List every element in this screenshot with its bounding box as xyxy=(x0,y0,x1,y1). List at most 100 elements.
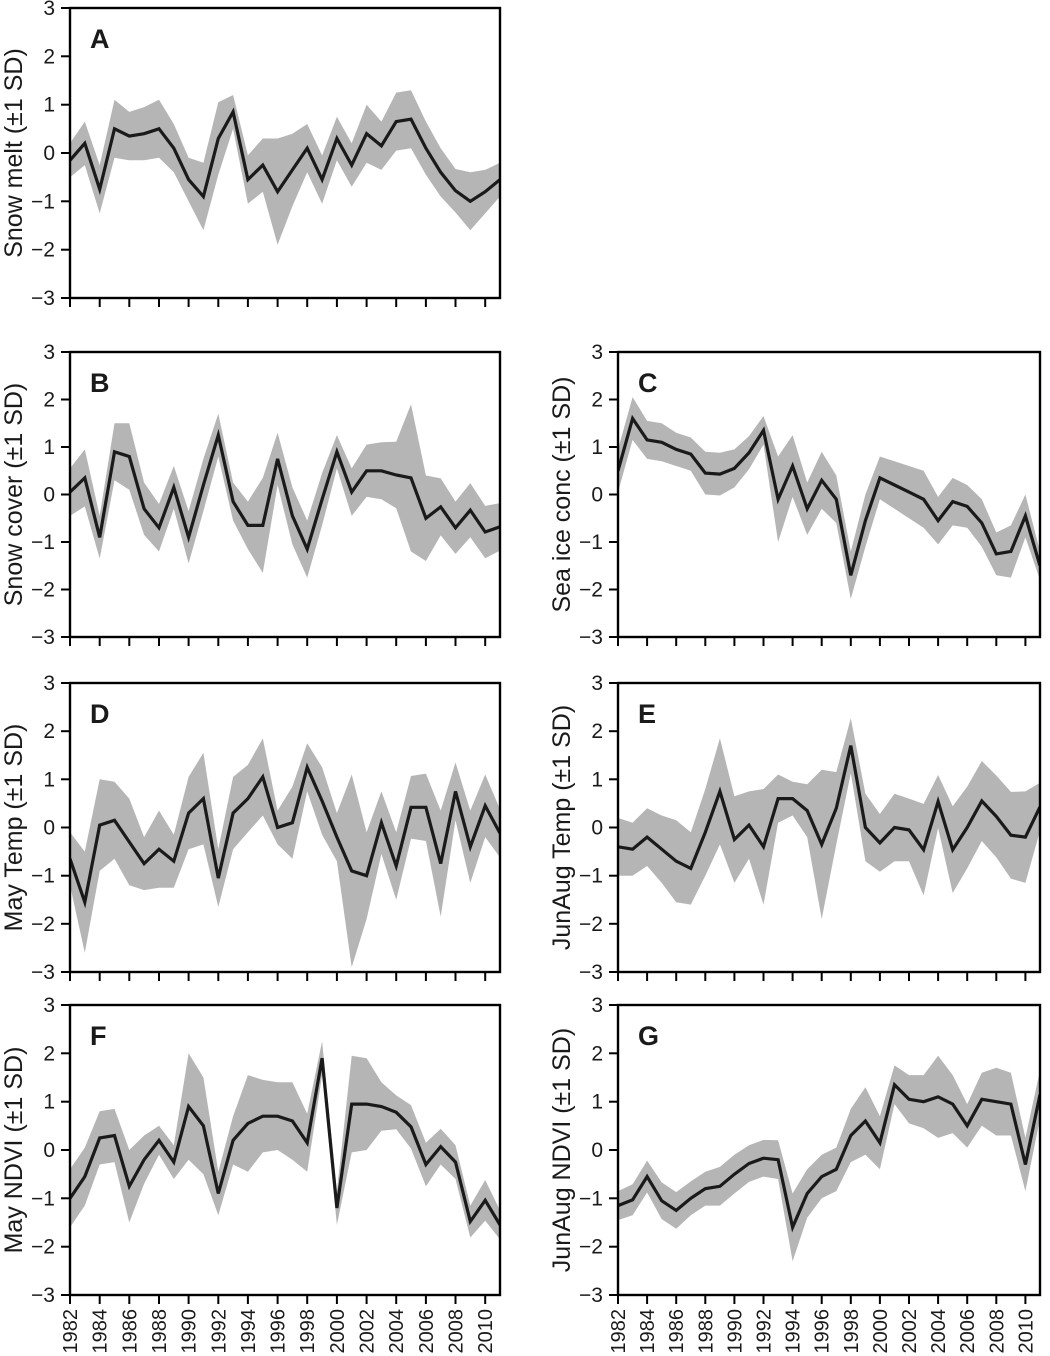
y-tick-label-G: 1 xyxy=(591,1091,603,1114)
panel-E: 3 2 1 0 −1 −2 −3 E JunAug Temp (±1 SD) xyxy=(548,672,1042,984)
y-tick-label-A: 1 xyxy=(43,94,55,117)
y-tick-label-E: −1 xyxy=(579,865,603,888)
y-tick-label-D: 1 xyxy=(43,768,55,791)
x-tick-label-F: 2010 xyxy=(475,1309,497,1354)
y-tick-label-A: −3 xyxy=(31,287,55,310)
y-tick-label-C: −1 xyxy=(579,531,603,554)
panel-letter-D: D xyxy=(90,699,110,729)
x-tick-label-G: 2010 xyxy=(1015,1309,1037,1354)
series-line-F xyxy=(70,1057,500,1226)
x-tick-label-G: 1992 xyxy=(754,1309,776,1354)
x-tick-label-G: 1990 xyxy=(724,1309,746,1354)
confidence-band-E xyxy=(618,718,1040,919)
x-tick-label-G: 1998 xyxy=(841,1309,863,1354)
panel-letter-A: A xyxy=(90,24,110,54)
y-tick-label-F: 1 xyxy=(43,1091,55,1114)
y-axis-title-C: Sea ice conc (±1 SD) xyxy=(548,376,576,612)
x-tick-label-G: 1986 xyxy=(666,1309,688,1354)
y-tick-label-F: 0 xyxy=(43,1139,55,1162)
y-tick-label-D: 0 xyxy=(43,817,55,840)
x-tick-label-G: 2002 xyxy=(899,1309,921,1354)
y-tick-label-G: 0 xyxy=(591,1139,603,1162)
x-tick-label-F: 1982 xyxy=(60,1309,82,1354)
panel-letter-C: C xyxy=(638,368,658,398)
x-tick-label-G: 1988 xyxy=(695,1309,717,1354)
y-tick-label-D: −1 xyxy=(31,865,55,888)
confidence-band-A xyxy=(70,90,500,245)
series-line-A xyxy=(70,107,500,204)
y-tick-label-E: 0 xyxy=(591,817,603,840)
x-tick-label-G: 1994 xyxy=(783,1309,805,1354)
y-tick-label-B: −2 xyxy=(31,579,55,602)
panel-C: 3 2 1 0 −1 −2 −3 C Sea ice conc (±1 SD) xyxy=(548,341,1042,649)
confidence-band-G xyxy=(618,1055,1040,1262)
x-tick-label-G: 1984 xyxy=(637,1309,659,1354)
y-tick-label-G: −3 xyxy=(579,1284,603,1307)
y-tick-label-D: 3 xyxy=(43,672,55,695)
y-axis-title-D: May Temp (±1 SD) xyxy=(0,724,28,932)
x-tick-label-G: 2000 xyxy=(870,1309,892,1354)
y-tick-label-D: 2 xyxy=(43,720,55,743)
y-tick-label-C: −3 xyxy=(579,626,603,649)
series-line-G xyxy=(618,1081,1040,1233)
y-tick-label-F: −1 xyxy=(31,1187,55,1210)
y-tick-label-G: 2 xyxy=(591,1042,603,1065)
series-line-E xyxy=(618,745,1040,871)
x-tick-label-F: 1992 xyxy=(208,1309,230,1354)
x-tick-label-G: 2008 xyxy=(986,1309,1008,1354)
x-tick-label-G: 2004 xyxy=(928,1309,950,1354)
y-axis-title-G: JunAug NDVI (±1 SD) xyxy=(548,1028,576,1272)
x-tick-label-F: 2002 xyxy=(357,1309,379,1354)
y-tick-label-B: −3 xyxy=(31,626,55,649)
x-tick-label-G: 1982 xyxy=(608,1309,630,1354)
x-tick-label-F: 1984 xyxy=(90,1309,112,1354)
y-tick-label-E: −2 xyxy=(579,913,603,936)
plot-border-G xyxy=(616,1003,1042,1297)
y-tick-label-B: 2 xyxy=(43,389,55,412)
y-tick-label-F: −2 xyxy=(31,1236,55,1259)
x-tick-label-F: 1990 xyxy=(179,1309,201,1354)
y-tick-label-E: −3 xyxy=(579,961,603,984)
panel-letter-E: E xyxy=(638,699,656,729)
x-tick-label-G: 1996 xyxy=(812,1309,834,1354)
x-tick-label-F: 2006 xyxy=(416,1309,438,1354)
y-tick-label-C: 1 xyxy=(591,436,603,459)
series-line-B xyxy=(70,428,500,554)
panel-letter-F: F xyxy=(90,1021,107,1051)
x-tick-label-G: 2006 xyxy=(957,1309,979,1354)
panel-D: 3 2 1 0 −1 −2 −3 D May Temp (±1 SD) xyxy=(0,672,502,984)
panel-A: 3 2 1 0 −1 −2 −3 A Snow melt (±1 SD) xyxy=(0,0,502,310)
x-tick-label-F: 1994 xyxy=(238,1309,260,1354)
y-tick-label-E: 3 xyxy=(591,672,603,695)
y-tick-label-C: 0 xyxy=(591,484,603,507)
y-tick-label-C: 2 xyxy=(591,389,603,412)
y-tick-label-B: −1 xyxy=(31,531,55,554)
y-tick-label-G: −2 xyxy=(579,1236,603,1259)
y-tick-label-B: 1 xyxy=(43,436,55,459)
y-tick-label-F: −3 xyxy=(31,1284,55,1307)
y-tick-label-G: −1 xyxy=(579,1187,603,1210)
y-axis-title-E: JunAug Temp (±1 SD) xyxy=(548,705,576,950)
x-tick-label-F: 1996 xyxy=(268,1309,290,1354)
x-tick-label-F: 1998 xyxy=(297,1309,319,1354)
y-axis-title-A: Snow melt (±1 SD) xyxy=(0,48,28,258)
confidence-band-C xyxy=(618,397,1040,599)
x-tick-label-F: 2004 xyxy=(386,1309,408,1354)
series-line-D xyxy=(70,762,500,909)
x-tick-label-F: 2008 xyxy=(446,1309,468,1354)
y-axis-title-F: May NDVI (±1 SD) xyxy=(0,1047,28,1254)
y-tick-label-A: 2 xyxy=(43,45,55,68)
y-tick-label-A: −2 xyxy=(31,239,55,262)
series-line-C xyxy=(618,414,1040,576)
y-tick-label-E: 1 xyxy=(591,768,603,791)
confidence-band-D xyxy=(70,738,500,968)
y-tick-label-D: −2 xyxy=(31,913,55,936)
x-tick-label-F: 1988 xyxy=(149,1309,171,1354)
panel-B: 3 2 1 0 −1 −2 −3 B Snow cover (±1 SD) xyxy=(0,341,502,649)
y-tick-label-G: 3 xyxy=(591,994,603,1017)
x-tick-label-F: 2000 xyxy=(327,1309,349,1354)
